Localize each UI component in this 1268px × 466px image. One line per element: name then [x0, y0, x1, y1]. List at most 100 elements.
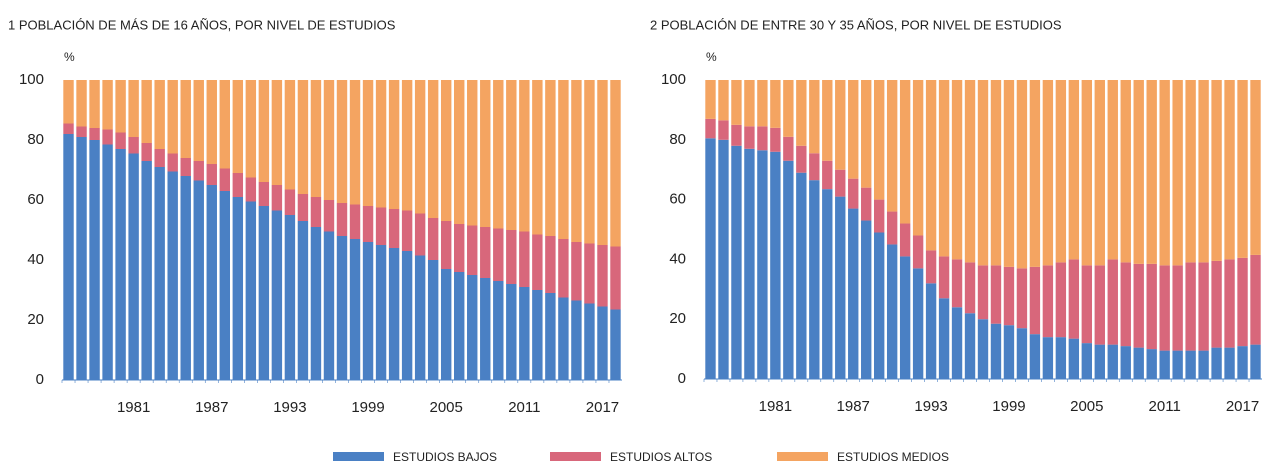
bar-segment [493, 80, 504, 229]
x-tick-label: 1981 [759, 398, 792, 415]
bar-segment [467, 275, 478, 380]
bar-segment [770, 80, 781, 128]
bar-segment [1198, 350, 1209, 379]
bar-segment [310, 80, 322, 197]
bar-segment [584, 243, 595, 304]
bar-segment [180, 158, 191, 176]
bar-segment [770, 151, 781, 379]
bar-segment [1198, 80, 1209, 263]
bar-segment [506, 284, 517, 380]
bar-segment [545, 236, 556, 293]
bar-segment [375, 80, 387, 208]
bar-segment [128, 153, 139, 380]
bar-segment [310, 227, 322, 380]
bar-segment [480, 80, 491, 227]
bar-segment [1081, 265, 1093, 344]
bar-segment [545, 293, 556, 380]
bar-segment [718, 139, 729, 379]
bar-segment [584, 80, 595, 244]
bar-segment [1081, 80, 1093, 266]
bar-segment [375, 207, 387, 245]
bar-segment [167, 153, 178, 172]
bar-segment [705, 138, 716, 379]
bar-segment [480, 227, 491, 278]
bar-segment [388, 248, 400, 380]
bar-segment [1211, 80, 1222, 261]
bar-segment [1055, 262, 1067, 338]
bar-segment [990, 323, 1002, 379]
bar-segment [990, 80, 1002, 266]
bar-segment [323, 200, 335, 232]
bar-segment [1003, 80, 1015, 267]
y-unit: % [706, 50, 717, 64]
bar-segment [809, 180, 820, 379]
bar-segment [102, 144, 113, 380]
bar-segment [297, 194, 309, 221]
bar-segment [271, 80, 283, 185]
y-tick-label: 80 [669, 131, 686, 148]
bar-segment [1029, 266, 1041, 335]
bar-segment [964, 80, 976, 263]
bar-segment [180, 80, 191, 158]
bar-segment [977, 319, 989, 379]
bar-segment [76, 126, 87, 137]
bar-segment [938, 298, 950, 379]
bar-segment [115, 80, 126, 133]
bar-segment [835, 80, 846, 170]
bar-segment [336, 203, 348, 236]
bar-segment [1250, 254, 1261, 345]
bar-segment [886, 244, 898, 379]
bar-segment [532, 290, 543, 380]
bar-segment [89, 128, 100, 140]
bar-segment [219, 191, 230, 380]
x-tick-label: 2011 [1149, 398, 1181, 415]
bar-segment [76, 137, 87, 380]
bar-segment [938, 80, 950, 257]
bar-segment [245, 177, 257, 202]
bar-segment [718, 80, 729, 121]
bar-segment [1250, 344, 1261, 379]
bar-segment [89, 80, 100, 128]
bar-segment [1094, 265, 1105, 345]
bar-segment [245, 201, 257, 380]
bar-segment [822, 160, 833, 190]
bar-segment [1133, 263, 1144, 348]
bar-segment [873, 80, 885, 200]
bar-segment [1185, 80, 1196, 263]
chart-title: 2 POBLACIÓN DE ENTRE 30 Y 35 AÑOS, POR N… [650, 17, 1062, 32]
bar-segment [1003, 266, 1015, 326]
bar-segment [519, 287, 530, 380]
bar-segment [744, 80, 755, 127]
y-tick-label: 0 [678, 370, 686, 387]
bar-segment [925, 80, 937, 251]
legend-label: ESTUDIOS MEDIOS [837, 450, 949, 464]
bar-segment [1185, 262, 1196, 351]
bar-segment [770, 127, 781, 152]
bar-segment [718, 120, 729, 140]
bar-segment [1211, 260, 1222, 348]
y-tick-label: 20 [27, 311, 44, 328]
bar-segment [1224, 347, 1235, 379]
x-tick-label: 2017 [586, 399, 619, 416]
bar-segment [912, 80, 924, 236]
bar-segment [1224, 259, 1235, 348]
y-tick-label: 40 [669, 250, 686, 267]
bar-segment [757, 80, 768, 127]
bar-segment [558, 80, 569, 239]
bar-segment [1250, 80, 1261, 255]
x-tick-label: 1993 [273, 399, 306, 416]
bar-segment [597, 306, 608, 380]
bar-segment [427, 260, 439, 380]
x-tick-label: 1987 [837, 398, 870, 415]
bar-segment [232, 197, 244, 380]
bar-segment [1185, 350, 1196, 379]
bar-segment [912, 235, 924, 269]
x-tick-label: 2017 [1226, 398, 1259, 415]
bar-segment [1172, 350, 1183, 379]
bar-segment [1224, 80, 1235, 260]
bar-segment [1146, 80, 1157, 264]
bar-segment [809, 80, 820, 154]
bar-segment [1042, 80, 1054, 266]
bar-segment [1016, 80, 1028, 269]
